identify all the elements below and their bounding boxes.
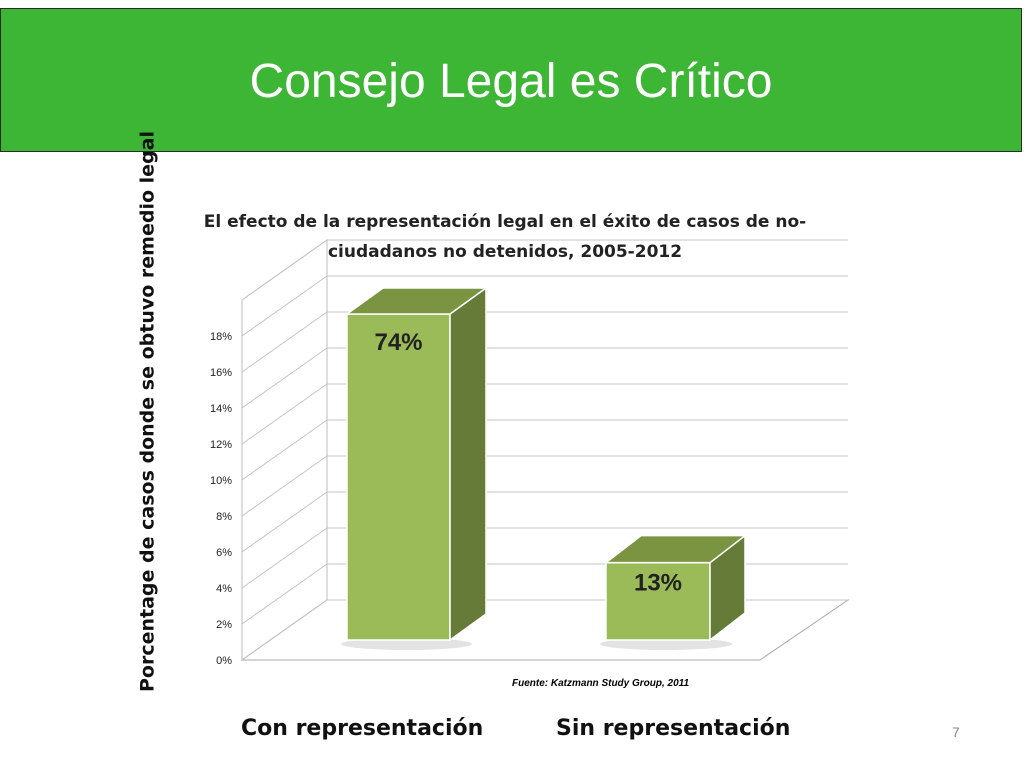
gridline-side bbox=[241, 491, 328, 553]
y-tick-label: 2% bbox=[216, 619, 232, 631]
y-tick-label: 12% bbox=[210, 439, 232, 451]
bar-sin-representacion-top bbox=[603, 534, 748, 564]
gridline-side bbox=[241, 311, 328, 373]
gridline-side bbox=[241, 239, 328, 301]
source-note: Fuente: Katzmann Study Group, 2011 bbox=[512, 678, 690, 689]
bar-sin-representacion-shadow bbox=[600, 638, 732, 650]
bar-con-representacion bbox=[346, 313, 451, 641]
title-banner bbox=[0, 8, 1022, 152]
category-label-sin: Sin representación bbox=[556, 716, 791, 741]
data-label: 74% bbox=[374, 329, 422, 356]
category-label-con: Con representación bbox=[241, 716, 484, 741]
y-tick-label: 4% bbox=[216, 583, 232, 595]
page-number: 7 bbox=[952, 724, 960, 740]
y-tick-label: 18% bbox=[210, 331, 232, 343]
gridline-side bbox=[241, 347, 328, 409]
bar-con-representacion-top bbox=[344, 287, 489, 315]
y-tick-label: 6% bbox=[216, 547, 232, 559]
y-tick-label: 10% bbox=[210, 475, 232, 487]
slide-title: Consejo Legal es Crítico bbox=[249, 55, 773, 108]
bar-con-representacion-shadow bbox=[341, 638, 472, 650]
y-tick-label: 8% bbox=[216, 511, 232, 523]
gridline-side bbox=[241, 383, 328, 445]
chart-title: El efecto de la representación legal en … bbox=[203, 212, 807, 262]
y-tick-label: 14% bbox=[210, 403, 232, 415]
bar-con-representacion-side bbox=[449, 286, 487, 642]
gridline-side bbox=[241, 527, 328, 589]
gridline-side bbox=[241, 275, 328, 337]
data-label: 13% bbox=[634, 570, 682, 597]
y-tick-label: 16% bbox=[210, 367, 232, 379]
gridline-side bbox=[241, 563, 328, 625]
gridline-side bbox=[241, 419, 328, 481]
chart-floor bbox=[240, 599, 850, 661]
y-tick-label: 0% bbox=[216, 655, 232, 667]
gridline-side bbox=[241, 599, 328, 661]
gridline-side bbox=[241, 455, 328, 517]
